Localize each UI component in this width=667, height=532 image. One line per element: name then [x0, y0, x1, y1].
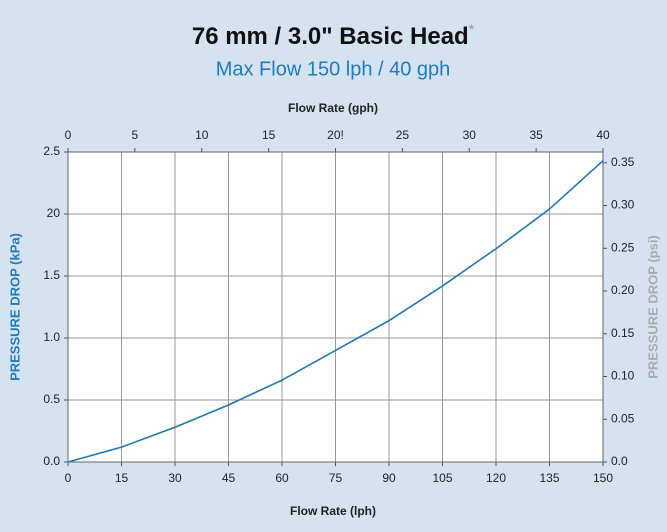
x-axis-title: Flow Rate (lph): [290, 504, 376, 518]
data-line: [67, 160, 604, 463]
x2-tick-label: 40: [596, 128, 610, 142]
y2-tick-label: 0.35: [611, 155, 635, 169]
x2-tick-label: 15: [262, 128, 276, 142]
y2-tick-label: 0.30: [611, 198, 635, 212]
y-tick-label: 0.0: [43, 454, 60, 468]
x-tick-label: 120: [486, 471, 506, 485]
y2-tick-label: 0.10: [611, 369, 635, 383]
y2-axis-title: PRESSURE DROP (psi): [645, 235, 660, 379]
chart-title: 76 mm / 3.0" Basic Head*: [192, 21, 475, 51]
y-tick-label: 20: [47, 206, 61, 220]
plot-frame: [67, 151, 604, 463]
x-tick-label: 60: [275, 471, 289, 485]
x2-tick-label: 20!: [327, 128, 344, 142]
x2-tick-label: 10: [195, 128, 209, 142]
y2-tick-label: 0.20: [611, 283, 635, 297]
x-tick-label: 75: [329, 471, 343, 485]
x2-tick-label: 35: [529, 128, 543, 142]
x-tick-label: 135: [539, 471, 559, 485]
x2-tick-label: 30: [463, 128, 477, 142]
y-tick-label: 1.0: [43, 330, 60, 344]
x2-tick-label: 0: [65, 128, 72, 142]
y2-tick-label: 0.25: [611, 240, 635, 254]
y-tick-label: 2.5: [43, 144, 60, 158]
x-tick-label: 105: [432, 471, 452, 485]
title-text: 76 mm / 3.0" Basic Head: [192, 23, 469, 50]
x-tick-label: 15: [115, 471, 129, 485]
chart-subtitle: Max Flow 150 lph / 40 gph: [216, 58, 451, 80]
y2-tick-label: 0.05: [611, 411, 635, 425]
y-tick-label: 0.5: [43, 392, 60, 406]
x-tick-label: 30: [168, 471, 182, 485]
x2-tick-label: 5: [132, 128, 139, 142]
y-tick-label: 1.5: [43, 268, 60, 282]
y2-tick-label: 0.15: [611, 326, 635, 340]
y2-tick-label: 0.0: [611, 454, 628, 468]
x2-tick-label: 25: [396, 128, 410, 142]
title-note: *: [469, 21, 475, 37]
x-tick-label: 0: [65, 471, 72, 485]
x-tick-label: 150: [593, 471, 613, 485]
x-tick-label: 45: [222, 471, 236, 485]
y-axis-title: PRESSURE DROP (kPa): [7, 233, 22, 381]
x-tick-label: 90: [382, 471, 396, 485]
x2-axis-title: Flow Rate (gph): [288, 101, 378, 115]
